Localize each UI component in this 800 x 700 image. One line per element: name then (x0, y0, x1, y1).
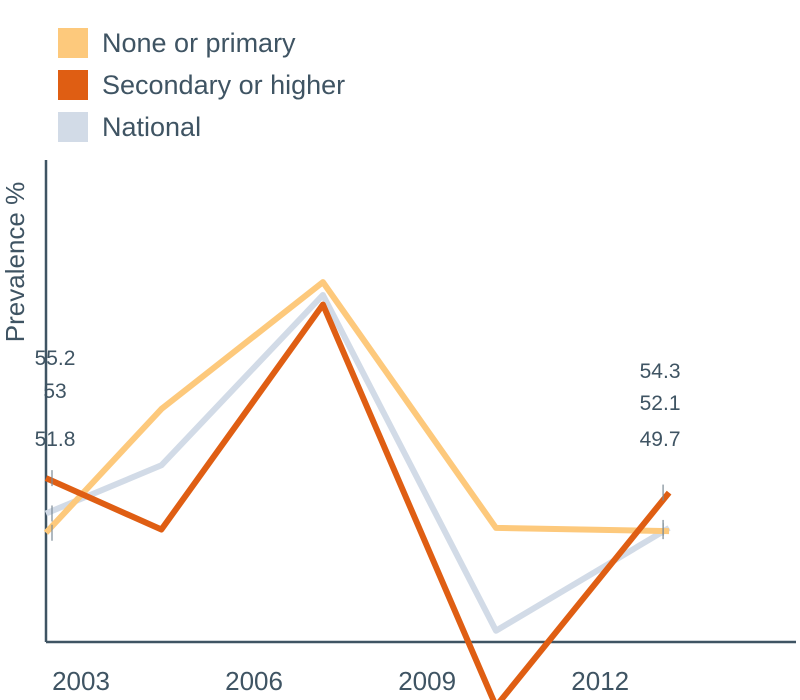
data-label-none-or-primary-4: 49.7 (640, 428, 681, 451)
data-labels: 51.8 49.7 55.2 54.3 53 52.1 (35, 347, 681, 541)
x-tick-label-2006: 2006 (225, 666, 283, 696)
legend-item-secondary-or-higher: Secondary or higher (58, 64, 345, 106)
x-tick-label-2003: 2003 (52, 666, 110, 696)
series-line-national (44, 291, 671, 634)
data-label-secondary-or-higher-0: 55.2 (35, 347, 76, 370)
legend-swatch-national (58, 112, 88, 142)
legend-label-secondary-or-higher: Secondary or higher (102, 69, 346, 100)
data-label-none-or-primary-0: 51.8 (35, 428, 76, 451)
data-label-national-4: 52.1 (640, 392, 681, 415)
x-tick-labels: 2003 2006 2009 2012 (52, 666, 629, 696)
chart-axes: Prevalence % (0, 160, 796, 644)
legend-swatch-secondary-or-higher (58, 70, 88, 100)
x-tick-label-2009: 2009 (398, 666, 456, 696)
x-tick-label-2012: 2012 (571, 666, 629, 696)
legend-item-national: National (58, 106, 345, 148)
data-label-national-0: 53 (43, 380, 66, 403)
legend-label-national: National (102, 111, 202, 142)
data-label-secondary-or-higher-4: 54.3 (640, 360, 681, 383)
legend-label-none-or-primary: None or primary (102, 27, 296, 58)
legend: None or primary Secondary or higher Nati… (58, 22, 345, 148)
series-lines (43, 279, 672, 700)
y-axis-title: Prevalence % (0, 182, 30, 342)
series-line-secondary-or-higher (44, 301, 672, 700)
series-line-none-or-primary (43, 279, 670, 535)
legend-item-none-or-primary: None or primary (58, 22, 345, 64)
legend-swatch-none-or-primary (58, 28, 88, 58)
